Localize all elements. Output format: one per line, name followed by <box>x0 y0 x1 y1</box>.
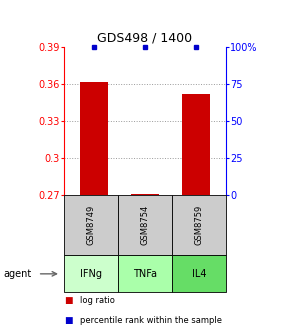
Text: IL4: IL4 <box>192 269 206 279</box>
Text: ■: ■ <box>64 296 72 305</box>
Text: percentile rank within the sample: percentile rank within the sample <box>80 317 222 325</box>
Text: agent: agent <box>3 269 31 279</box>
Text: IFNg: IFNg <box>80 269 102 279</box>
Bar <box>131 194 159 195</box>
Text: ■: ■ <box>64 317 72 325</box>
Bar <box>182 94 210 195</box>
Text: GSM8754: GSM8754 <box>140 205 150 245</box>
Text: GSM8749: GSM8749 <box>86 205 95 245</box>
Title: GDS498 / 1400: GDS498 / 1400 <box>97 32 193 44</box>
Text: GSM8759: GSM8759 <box>195 205 204 245</box>
Text: log ratio: log ratio <box>80 296 115 305</box>
Bar <box>80 82 108 195</box>
Text: TNFa: TNFa <box>133 269 157 279</box>
